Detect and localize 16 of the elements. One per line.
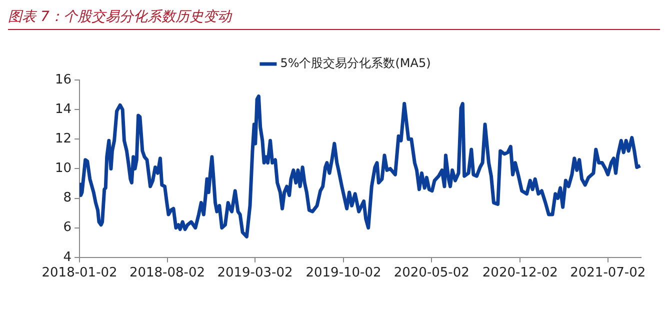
y-tick-label: 14 xyxy=(54,102,72,117)
x-tick-label: 2020-05-02 xyxy=(394,266,470,281)
y-tick-label: 12 xyxy=(54,132,72,147)
y-tick-label: 6 xyxy=(63,220,72,236)
y-tick-label: 10 xyxy=(54,161,72,176)
y-tick-label: 4 xyxy=(63,250,72,265)
y-tick-label: 16 xyxy=(54,72,72,88)
y-tick-label: 8 xyxy=(63,190,72,206)
x-tick-label: 2020-12-02 xyxy=(482,266,558,281)
x-tick-label: 2021-07-02 xyxy=(570,266,646,281)
x-tick-label: 2019-03-02 xyxy=(217,266,293,281)
chart-title: 图表 7：个股交易分化系数历史变动 xyxy=(8,8,660,30)
x-tick-label: 2018-08-02 xyxy=(129,266,206,281)
x-tick-label: 2019-10-02 xyxy=(306,266,382,281)
legend-label: 5%个股交易分化系数(MA5) xyxy=(280,56,431,70)
x-tick-label: 2018-01-02 xyxy=(42,266,118,281)
